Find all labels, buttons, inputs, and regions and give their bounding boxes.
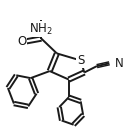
Text: O: O [17,35,27,48]
Text: N: N [115,57,123,70]
Text: NH$_2$: NH$_2$ [29,22,53,37]
Text: S: S [77,54,84,67]
